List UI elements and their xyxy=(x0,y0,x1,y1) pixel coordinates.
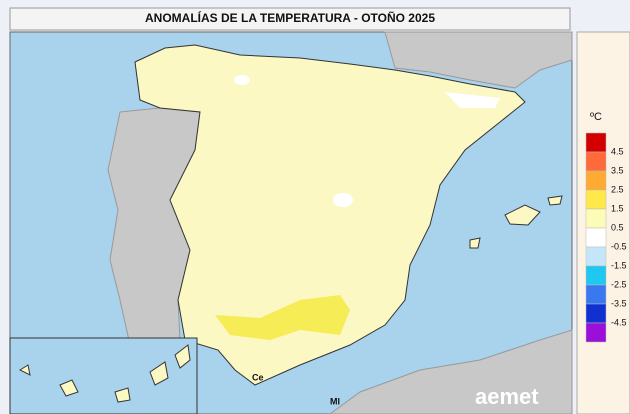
legend-label: -0.5 xyxy=(611,241,627,251)
legend-label: -2.5 xyxy=(611,279,627,289)
cool-area xyxy=(234,75,250,85)
map-title: ANOMALÍAS DE LA TEMPERATURA - OTOÑO 2025 xyxy=(145,10,435,25)
legend-swatch xyxy=(586,152,606,171)
legend-unit: ºC xyxy=(590,111,602,123)
legend-label: -3.5 xyxy=(611,298,627,308)
legend: ºC 4.5 3.5 2.5 1.5 0.5 -0.5 -1.5 -2.5 -3.5 -4.5 xyxy=(577,32,630,414)
legend-swatch xyxy=(586,171,606,190)
menorca xyxy=(548,196,562,205)
legend-label: -1.5 xyxy=(611,260,627,270)
legend-swatch xyxy=(586,209,606,228)
cool-area xyxy=(333,193,353,207)
legend-swatch xyxy=(586,133,606,152)
legend-label: 2.5 xyxy=(611,184,624,194)
legend-label: 3.5 xyxy=(611,165,624,175)
place-label: Ce xyxy=(252,372,264,382)
map: Ce Ml aemet xyxy=(10,32,572,414)
page: ANOMALÍAS DE LA TEMPERATURA - OTOÑO 2025… xyxy=(0,0,630,414)
legend-swatch xyxy=(586,266,606,285)
legend-swatch xyxy=(586,304,606,323)
legend-label: 4.5 xyxy=(611,146,624,156)
legend-swatch xyxy=(586,247,606,266)
canary-inset xyxy=(10,338,197,414)
place-label: Ml xyxy=(330,396,340,406)
legend-swatch xyxy=(586,228,606,247)
logo: aemet xyxy=(475,384,539,409)
legend-swatch xyxy=(586,323,606,342)
legend-label: 1.5 xyxy=(611,203,624,213)
legend-label: -4.5 xyxy=(611,317,627,327)
legend-swatch xyxy=(586,190,606,209)
ibiza xyxy=(470,238,480,248)
legend-label: 0.5 xyxy=(611,222,624,232)
legend-swatch xyxy=(586,285,606,304)
